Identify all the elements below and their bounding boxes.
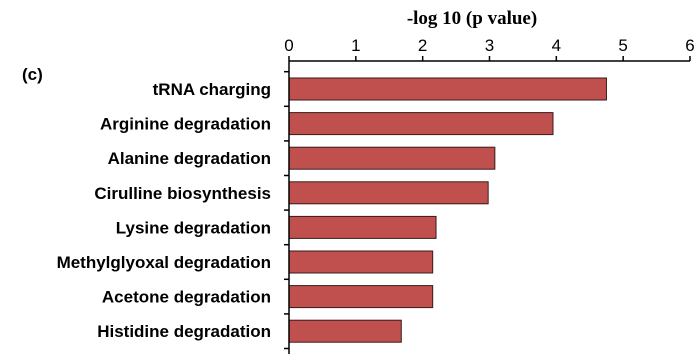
bar — [288, 146, 496, 170]
category-label: Arginine degradation — [100, 115, 271, 134]
x-tick-label: 4 — [552, 36, 561, 55]
bar — [288, 215, 437, 239]
bar — [288, 250, 434, 274]
category-label: Acetone degradation — [102, 288, 271, 307]
x-tick-label: 0 — [284, 36, 293, 55]
panel-label: (c) — [22, 65, 43, 84]
x-tick-label: 1 — [351, 36, 360, 55]
bar — [288, 77, 607, 101]
x-tick-label: 3 — [485, 36, 494, 55]
bar — [288, 285, 434, 309]
bar — [288, 112, 554, 136]
bar — [288, 181, 489, 205]
x-tick-label: 2 — [418, 36, 427, 55]
category-label: Histidine degradation — [97, 322, 271, 341]
x-axis-ticks: 0 1 2 3 4 5 6 — [284, 36, 695, 350]
category-label: Cirulline biosynthesis — [94, 184, 271, 203]
x-tick-label: 6 — [685, 36, 694, 55]
category-label: Lysine degradation — [116, 218, 271, 237]
x-tick-label: 5 — [618, 36, 627, 55]
category-label: tRNA charging — [153, 80, 271, 99]
category-label: Methylglyoxal degradation — [57, 253, 271, 272]
category-label: Alanine degradation — [108, 149, 271, 168]
category-labels: tRNA charging Arginine degradation Alanine… — [57, 80, 271, 341]
bar — [288, 319, 402, 343]
bars — [288, 77, 607, 343]
x-axis-title: -log 10 (p value) — [407, 8, 537, 29]
